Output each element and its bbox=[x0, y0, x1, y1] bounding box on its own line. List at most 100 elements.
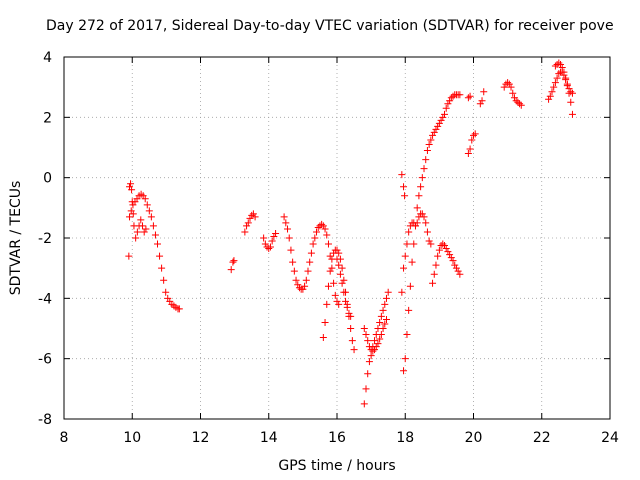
data-point bbox=[369, 347, 377, 355]
data-point bbox=[309, 240, 317, 248]
data-point bbox=[420, 213, 428, 221]
data-point bbox=[401, 252, 409, 260]
data-point bbox=[280, 213, 288, 221]
data-point bbox=[471, 130, 479, 138]
data-point bbox=[413, 219, 421, 227]
data-point bbox=[379, 306, 387, 314]
data-point bbox=[371, 346, 379, 354]
data-point bbox=[292, 276, 300, 284]
x-tick-label: 18 bbox=[396, 430, 414, 446]
data-point bbox=[480, 88, 488, 96]
data-point bbox=[307, 249, 315, 257]
data-point bbox=[435, 246, 443, 254]
data-point bbox=[289, 258, 297, 266]
data-point bbox=[403, 240, 411, 248]
data-point bbox=[555, 59, 563, 67]
data-point bbox=[439, 240, 447, 248]
data-point bbox=[350, 346, 358, 354]
data-point bbox=[360, 325, 368, 332]
data-point bbox=[440, 110, 448, 118]
data-point bbox=[338, 279, 346, 287]
data-point bbox=[507, 83, 515, 91]
data-point bbox=[417, 183, 425, 191]
data-point bbox=[398, 288, 406, 296]
data-point bbox=[446, 251, 454, 259]
data-point bbox=[158, 264, 166, 272]
x-tick-label: 8 bbox=[60, 430, 69, 446]
data-point bbox=[558, 64, 566, 72]
data-point bbox=[138, 222, 146, 230]
y-tick-label: -8 bbox=[38, 412, 52, 428]
data-point bbox=[432, 261, 440, 269]
data-point bbox=[156, 252, 164, 260]
x-axis: 8 10 12 14 16 18 20 22 24 bbox=[60, 57, 619, 446]
data-point bbox=[229, 258, 237, 266]
y-axis: -8 -6 -4 -2 0 2 4 bbox=[38, 50, 610, 428]
data-point bbox=[301, 282, 309, 290]
data-point bbox=[464, 150, 472, 158]
data-point bbox=[429, 131, 437, 139]
data-point bbox=[324, 282, 332, 290]
data-point bbox=[449, 92, 457, 100]
data-point bbox=[565, 85, 573, 93]
data-point bbox=[504, 79, 512, 87]
data-point bbox=[466, 92, 474, 100]
data-point bbox=[400, 264, 408, 272]
data-point bbox=[343, 303, 351, 311]
data-point bbox=[377, 312, 385, 320]
data-point bbox=[376, 318, 384, 326]
x-tick-label: 20 bbox=[465, 430, 483, 446]
data-point bbox=[362, 385, 370, 393]
data-point bbox=[439, 113, 447, 121]
data-point bbox=[137, 216, 145, 224]
data-point bbox=[560, 68, 568, 76]
data-point bbox=[400, 367, 408, 375]
data-point bbox=[314, 223, 322, 231]
data-point bbox=[266, 243, 274, 251]
data-point bbox=[423, 147, 431, 155]
x-axis-label: GPS time / hours bbox=[278, 458, 395, 474]
data-point bbox=[429, 279, 437, 287]
data-point bbox=[555, 70, 563, 78]
data-point bbox=[403, 331, 411, 339]
data-point bbox=[367, 352, 375, 360]
data-point bbox=[568, 89, 576, 97]
data-point bbox=[420, 165, 428, 173]
data-point bbox=[553, 74, 561, 82]
data-point bbox=[326, 252, 334, 260]
data-point bbox=[447, 254, 455, 262]
data-point bbox=[125, 252, 133, 260]
data-point bbox=[512, 97, 520, 105]
data-point bbox=[338, 264, 346, 272]
y-tick-label: -4 bbox=[38, 291, 52, 307]
data-point bbox=[284, 225, 292, 233]
data-point bbox=[282, 219, 290, 227]
x-tick-label: 24 bbox=[601, 430, 619, 446]
data-point bbox=[244, 219, 252, 227]
y-tick-label: -6 bbox=[38, 352, 52, 368]
data-point bbox=[557, 61, 565, 69]
data-point bbox=[285, 234, 293, 242]
data-point bbox=[568, 110, 576, 118]
data-point bbox=[425, 140, 433, 148]
data-point bbox=[430, 270, 438, 278]
y-tick-label: 4 bbox=[43, 50, 52, 66]
data-point bbox=[422, 219, 430, 227]
data-point bbox=[454, 267, 462, 275]
data-point bbox=[408, 258, 416, 266]
data-point bbox=[376, 335, 384, 343]
data-point bbox=[132, 234, 140, 242]
data-point bbox=[382, 315, 390, 323]
data-point bbox=[551, 79, 559, 87]
data-point bbox=[342, 297, 350, 305]
data-point bbox=[362, 331, 370, 339]
data-point bbox=[435, 119, 443, 127]
data-point bbox=[418, 174, 426, 182]
data-point bbox=[470, 131, 477, 139]
data-point bbox=[323, 231, 331, 239]
data-point bbox=[265, 245, 273, 253]
data-point bbox=[365, 343, 373, 351]
x-tick-label: 14 bbox=[260, 430, 278, 446]
data-point bbox=[321, 225, 329, 233]
data-point bbox=[516, 100, 524, 108]
